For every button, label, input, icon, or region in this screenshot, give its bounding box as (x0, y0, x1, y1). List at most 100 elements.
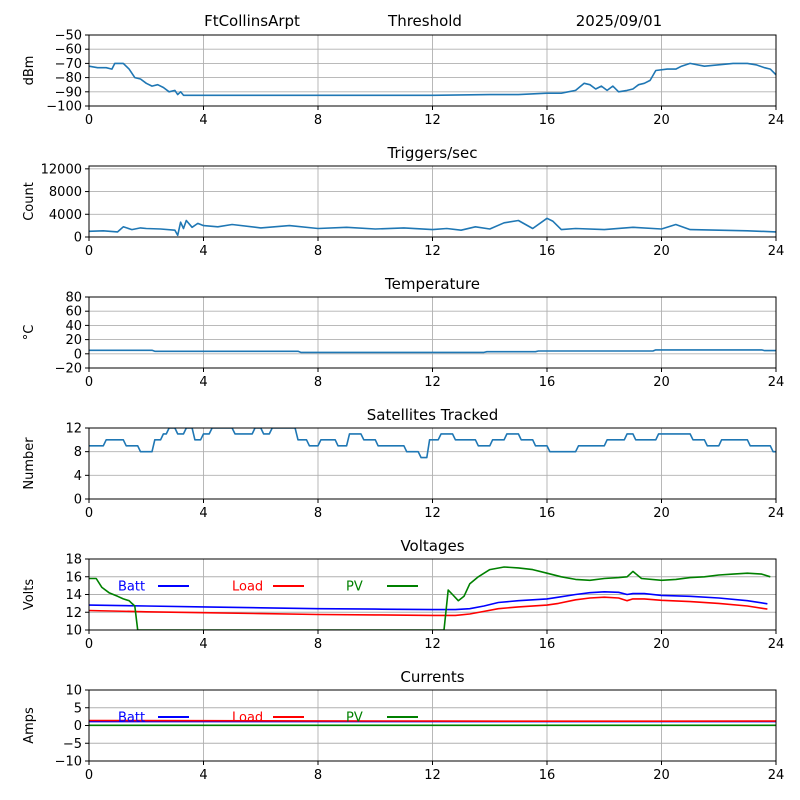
y-tick-label: 18 (65, 553, 82, 568)
panel-currents: 0 4 8 12 16 20 24−10−50510CurrentsAmps Batt Load… (22, 668, 784, 783)
x-tick-label: 0 (85, 113, 93, 128)
panel-satellites: 0 4 8 12 16 20 24 0 4 8 12 Satellites Tracked Number (22, 406, 784, 521)
y-axis-label: dBm (22, 56, 37, 86)
y-tick-label: 16 (65, 570, 82, 585)
legend-entry-load: Load (232, 580, 304, 595)
x-tick-label: 20 (653, 506, 670, 521)
y-tick-label: −10 (55, 755, 82, 770)
panel-title: Satellites Tracked (367, 406, 498, 424)
x-tick-label: 16 (539, 113, 556, 128)
y-axis-label: °C (22, 325, 37, 341)
x-tick-label: 16 (539, 506, 556, 521)
y-tick-label: −90 (55, 85, 82, 100)
y-axis-label: Volts (22, 579, 37, 611)
x-tick-label: 4 (199, 244, 207, 259)
legend-label: Batt (118, 711, 145, 726)
x-tick-label: 12 (424, 637, 441, 652)
legend-entry-batt: Batt (118, 711, 189, 726)
x-tick-label: 8 (314, 768, 322, 783)
x-tick-label: 8 (314, 506, 322, 521)
y-tick-label: 20 (65, 333, 82, 348)
y-tick-label: 0 (74, 719, 82, 734)
legend-label: Load (232, 580, 263, 595)
x-tick-label: 20 (653, 637, 670, 652)
y-tick-label: −80 (55, 71, 82, 86)
x-tick-label: 12 (424, 113, 441, 128)
x-tick-label: 16 (539, 768, 556, 783)
x-tick-label: 0 (85, 375, 93, 390)
y-tick-label: 5 (74, 701, 82, 716)
panel-signal: 0 4 8 12 16 20 24 −100−90−80−70−60−50 dBm (22, 29, 784, 129)
panel-title: Temperature (384, 275, 480, 293)
x-tick-label: 24 (768, 113, 785, 128)
y-tick-label: 80 (65, 291, 82, 306)
x-tick-label: 20 (653, 375, 670, 390)
x-tick-label: 16 (539, 375, 556, 390)
legend-label: PV (346, 580, 363, 595)
x-tick-label: 4 (199, 506, 207, 521)
figure-header: FtCollinsArpt Threshold 2025/09/01 (204, 12, 662, 30)
y-tick-label: −60 (55, 43, 82, 58)
y-axis-label: Count (22, 182, 37, 221)
y-tick-label: 0 (74, 493, 82, 508)
y-tick-label: 4 (74, 469, 82, 484)
y-tick-label: 10 (65, 624, 82, 639)
legend-label: PV (346, 711, 363, 726)
x-tick-label: 12 (424, 768, 441, 783)
x-tick-label: 4 (199, 768, 207, 783)
x-tick-label: 8 (314, 637, 322, 652)
x-tick-label: 0 (85, 506, 93, 521)
y-axis-label: Number (22, 437, 37, 490)
y-tick-label: 0 (74, 231, 82, 246)
x-tick-label: 0 (85, 244, 93, 259)
x-tick-label: 20 (653, 113, 670, 128)
panel-title: Triggers/sec (387, 144, 478, 162)
y-tick-label: −20 (55, 362, 82, 377)
y-tick-label: 8 (74, 445, 82, 460)
header-date: 2025/09/01 (576, 12, 662, 30)
x-tick-label: 12 (424, 506, 441, 521)
x-tick-label: 16 (539, 244, 556, 259)
x-tick-label: 20 (653, 244, 670, 259)
y-tick-label: 8000 (49, 185, 82, 200)
x-tick-label: 24 (768, 244, 785, 259)
y-tick-label: 14 (65, 588, 82, 603)
station-figure: FtCollinsArpt Threshold 2025/09/01 0 4 8 12… (0, 0, 800, 800)
x-tick-label: 20 (653, 768, 670, 783)
x-tick-label: 8 (314, 375, 322, 390)
x-tick-label: 12 (424, 244, 441, 259)
x-tick-label: 24 (768, 768, 785, 783)
x-tick-label: 8 (314, 244, 322, 259)
x-tick-label: 4 (199, 375, 207, 390)
y-tick-label: 12000 (41, 162, 82, 177)
y-tick-label: 60 (65, 305, 82, 320)
y-tick-label: −100 (46, 100, 82, 115)
header-station: FtCollinsArpt (204, 12, 300, 30)
y-tick-label: 12 (65, 606, 82, 621)
y-tick-label: 40 (65, 319, 82, 334)
y-tick-label: −70 (55, 57, 82, 72)
y-tick-label: −5 (63, 737, 82, 752)
panel-voltages: 0 4 8 12 16 20 24 10 12 14 16 18 Voltages Volts Batt Lo… (22, 537, 784, 652)
x-tick-label: 24 (768, 375, 785, 390)
x-tick-label: 8 (314, 113, 322, 128)
y-axis-label: Amps (22, 707, 37, 744)
y-tick-label: 4000 (49, 208, 82, 223)
x-tick-label: 24 (768, 637, 785, 652)
legend-label: Batt (118, 580, 145, 595)
legend-entry-pv: PV (346, 580, 418, 595)
legend-label: Load (232, 711, 263, 726)
panel-triggers: 0 4 8 12 16 20 24 0 4000 8000 12000 Triggers/sec Cou… (22, 144, 784, 259)
x-tick-label: 24 (768, 506, 785, 521)
x-tick-label: 0 (85, 637, 93, 652)
panel-title: Voltages (400, 537, 464, 555)
legend-entry-pv: PV (346, 711, 418, 726)
y-tick-label: 10 (65, 684, 82, 699)
legend-entry-batt: Batt (118, 580, 189, 595)
x-tick-label: 12 (424, 375, 441, 390)
x-tick-label: 4 (199, 637, 207, 652)
header-mode: Threshold (387, 12, 462, 30)
x-tick-label: 4 (199, 113, 207, 128)
